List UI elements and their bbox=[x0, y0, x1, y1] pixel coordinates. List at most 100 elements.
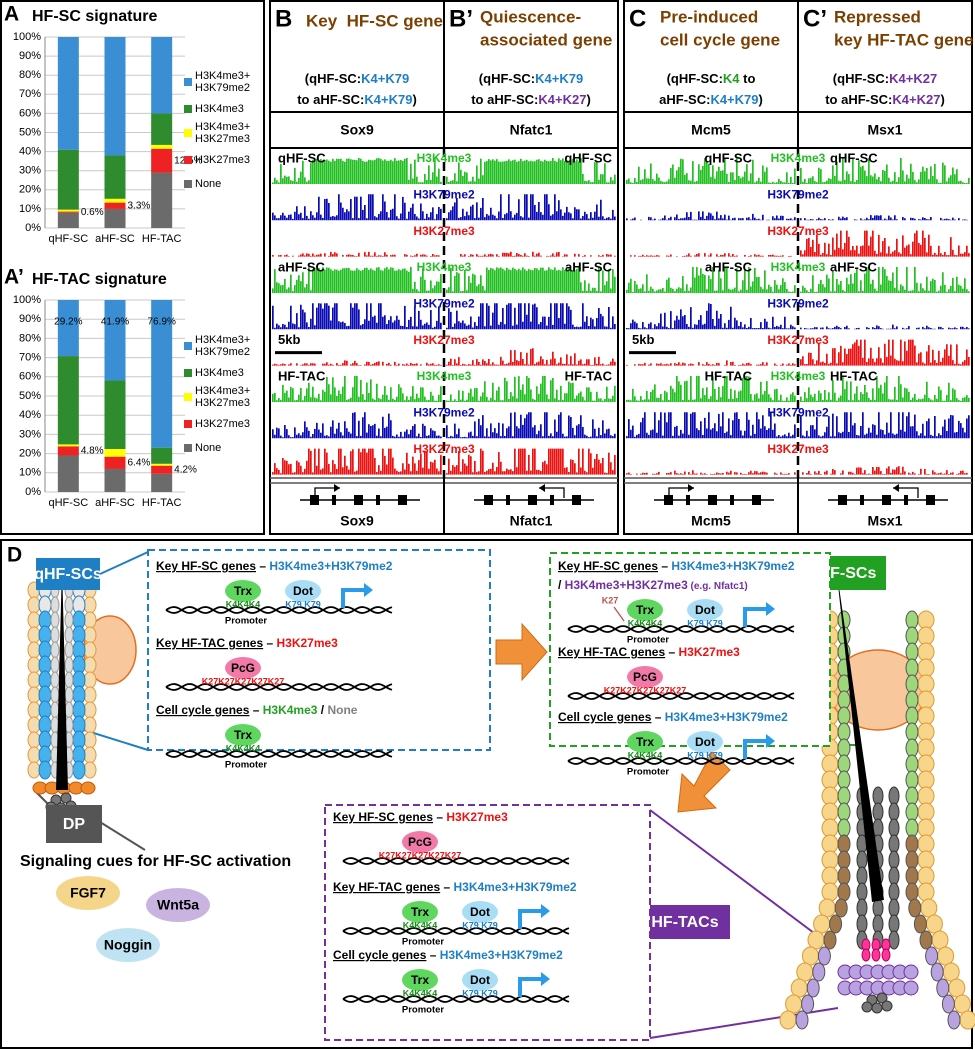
histone-sites: K4K4K4 bbox=[226, 743, 261, 753]
exon bbox=[730, 495, 734, 505]
signal-track bbox=[272, 158, 442, 184]
signal-track bbox=[272, 267, 442, 293]
layer-cell bbox=[905, 674, 919, 694]
connector bbox=[99, 821, 146, 851]
track-label: H3K27me3 bbox=[767, 333, 829, 347]
outer-cell bbox=[917, 626, 935, 646]
layer-cell bbox=[837, 786, 851, 806]
outer-cell bbox=[779, 1010, 797, 1030]
bar-segment bbox=[57, 444, 79, 447]
transcription-arrowhead bbox=[364, 583, 373, 597]
note-part: to aHF-SC: bbox=[471, 92, 538, 107]
heading-part: Cell cycle genes bbox=[156, 703, 250, 717]
heading-part: Cell cycle genes bbox=[558, 710, 652, 724]
outer-cell bbox=[917, 610, 935, 630]
heading-part: H3K4me3 bbox=[263, 703, 318, 717]
chart-title: HF-SC signature bbox=[32, 8, 157, 25]
value-label: 0.6% bbox=[81, 207, 104, 218]
row-heading: Key HF-SC genes – H3K27me3 bbox=[333, 810, 508, 824]
protein bbox=[225, 724, 261, 746]
layer-cell bbox=[905, 754, 919, 774]
layer-cell bbox=[905, 690, 919, 710]
layer-cell bbox=[905, 706, 919, 726]
heading-part: Key HF-SC genes bbox=[558, 559, 658, 573]
panel-letter: B’ bbox=[449, 5, 473, 32]
layer-cell bbox=[925, 946, 939, 966]
cell-label: qHF-SCs bbox=[34, 566, 102, 583]
protein-name: Trx bbox=[411, 905, 429, 919]
gene-label: Nfatc1 bbox=[510, 513, 553, 529]
track-label: H3K79me2 bbox=[767, 296, 829, 310]
note-part: ) bbox=[940, 92, 944, 107]
layer-cell bbox=[905, 738, 919, 758]
protein-name: Trx bbox=[636, 603, 654, 617]
layer-cell bbox=[905, 786, 919, 806]
label-line: H3K4me3 bbox=[195, 103, 244, 115]
scale-label: 5kb bbox=[632, 332, 654, 347]
signal-track bbox=[446, 376, 616, 402]
gene-label: Msx1 bbox=[867, 513, 902, 529]
bar-segment bbox=[104, 456, 126, 469]
panel-letter: C bbox=[629, 5, 646, 32]
signal-track bbox=[630, 253, 792, 257]
layer-cell bbox=[837, 834, 851, 854]
panel-note: (qHF-SC:K4+K79 bbox=[305, 71, 409, 86]
bar-segment bbox=[104, 202, 126, 209]
histone-sites: K4K4K4 bbox=[403, 920, 438, 930]
outer-cell bbox=[27, 611, 41, 629]
panel-title: associated gene bbox=[480, 30, 612, 49]
bar-segment bbox=[151, 113, 173, 145]
cues-title: Signaling cues for HF-SC activation bbox=[20, 853, 291, 870]
histone-sites: K79 K79 bbox=[285, 599, 321, 609]
value-label: 3.3% bbox=[128, 200, 151, 211]
layer-cell bbox=[913, 914, 927, 934]
panel-frame bbox=[0, 0, 265, 535]
connector bbox=[649, 809, 831, 946]
layer-cell bbox=[837, 802, 851, 822]
bar-segment bbox=[104, 198, 126, 203]
layer-cell bbox=[837, 882, 851, 902]
layer-cell bbox=[905, 610, 919, 630]
note-part: K4 bbox=[723, 71, 740, 86]
tss-arrow bbox=[314, 487, 340, 498]
outer-cell bbox=[83, 701, 97, 719]
gene-name: Sox9 bbox=[340, 122, 374, 138]
signal-track bbox=[272, 412, 442, 439]
y-tick-label: 60% bbox=[19, 107, 41, 119]
bar-segment bbox=[104, 37, 126, 156]
note-part: K4+K79 bbox=[535, 71, 583, 86]
outer-cell bbox=[917, 850, 935, 870]
transcription-arrow bbox=[743, 739, 767, 759]
layer-cell bbox=[829, 914, 843, 934]
exon bbox=[354, 495, 363, 505]
track-label: H3K4me3 bbox=[417, 369, 472, 383]
outer-cell bbox=[917, 818, 935, 838]
outer-cell bbox=[796, 962, 814, 982]
histone-sites: K79 K79 bbox=[462, 920, 498, 930]
heading-part: / bbox=[558, 578, 565, 592]
dp-cell bbox=[861, 1001, 873, 1013]
layer-cell bbox=[806, 978, 820, 998]
legend-label: None bbox=[195, 442, 221, 454]
transcription-arrow bbox=[518, 977, 542, 997]
layer-cell bbox=[837, 818, 851, 838]
outer-cell bbox=[785, 994, 803, 1014]
note-part: ) bbox=[759, 92, 763, 107]
protein-name: Dot bbox=[695, 603, 715, 617]
value-label: 4.2% bbox=[174, 464, 197, 475]
x-tick-label: qHF-SC bbox=[48, 233, 88, 245]
y-tick-label: 70% bbox=[19, 352, 41, 364]
condition-label: HF-TAC bbox=[565, 368, 613, 383]
label-line: H3K27me3 bbox=[195, 397, 250, 409]
x-tick-label: HF-TAC bbox=[142, 233, 182, 245]
signal-track bbox=[800, 230, 970, 257]
inner-cell bbox=[856, 914, 868, 934]
track-label: H3K79me2 bbox=[413, 405, 475, 419]
heading-part: H3K27me3 bbox=[446, 810, 508, 824]
exon bbox=[332, 495, 336, 505]
heading-part: – bbox=[249, 703, 262, 717]
outer-cell bbox=[27, 641, 41, 659]
exon bbox=[506, 495, 510, 505]
histone-sites: K79 K79 bbox=[687, 618, 723, 628]
